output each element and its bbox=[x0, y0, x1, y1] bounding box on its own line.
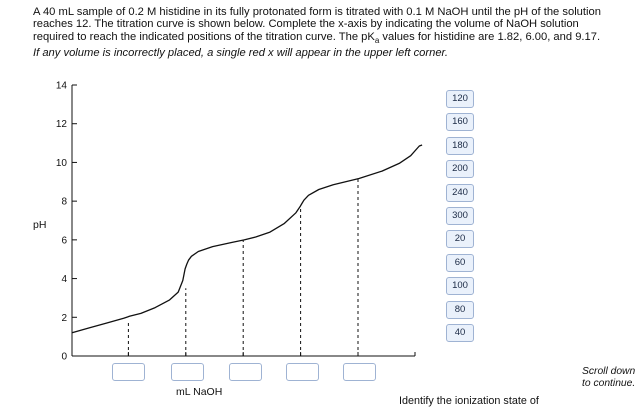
y-tick-label: 10 bbox=[56, 158, 68, 169]
y-tick-label: 14 bbox=[56, 81, 68, 92]
question-pka-values: values for histidine are 1.82, 6.00, and… bbox=[379, 30, 601, 43]
y-tick-label: 0 bbox=[61, 352, 67, 363]
x-axis-drop-zone-3[interactable] bbox=[229, 363, 262, 381]
x-axis-drop-zone-1[interactable] bbox=[112, 363, 145, 381]
answer-tile[interactable]: 60 bbox=[446, 253, 474, 272]
question-body: A 40 mL sample of 0.2 M histidine in its… bbox=[33, 6, 601, 43]
answer-tile[interactable]: 100 bbox=[446, 277, 474, 296]
x-axis-drop-zone-5[interactable] bbox=[343, 363, 376, 381]
y-tick-label: 2 bbox=[61, 313, 67, 324]
answer-tile[interactable]: 300 bbox=[446, 206, 474, 225]
answer-tile[interactable]: 80 bbox=[446, 300, 474, 319]
scroll-hint: Scroll down to continue. bbox=[582, 366, 639, 389]
instruction-note: If any volume is incorrectly placed, a s… bbox=[33, 47, 448, 60]
scroll-hint-line-2: to continue. bbox=[582, 377, 636, 389]
answer-tile[interactable]: 160 bbox=[446, 113, 474, 132]
answer-tile-bank: 120 160 180 200 240 300 20 60 100 80 40 bbox=[446, 90, 474, 347]
answer-tile[interactable]: 120 bbox=[446, 90, 474, 108]
next-section-text: Identify the ionization state of bbox=[399, 395, 539, 407]
x-axis-drop-zone-2[interactable] bbox=[171, 363, 204, 381]
question-paragraph: A 40 mL sample of 0.2 M histidine in its… bbox=[33, 6, 608, 47]
answer-tile[interactable]: 20 bbox=[446, 230, 474, 249]
answer-tile[interactable]: 40 bbox=[446, 323, 474, 342]
pka-subscript: a bbox=[374, 35, 380, 45]
y-tick-label: 4 bbox=[61, 274, 67, 285]
answer-tile[interactable]: 240 bbox=[446, 183, 474, 202]
y-tick-label: 6 bbox=[61, 235, 67, 246]
scroll-hint-line-1: Scroll down bbox=[582, 366, 636, 377]
answer-tile[interactable]: 200 bbox=[446, 160, 474, 179]
y-tick-label: 12 bbox=[56, 119, 68, 130]
x-axis-label: mL NaOH bbox=[176, 386, 223, 398]
y-tick-label: 8 bbox=[61, 197, 67, 208]
y-axis-label: pH bbox=[33, 219, 47, 231]
question-text: A 40 mL sample of 0.2 M histidine in its… bbox=[33, 6, 608, 59]
answer-tile[interactable]: 180 bbox=[446, 136, 474, 155]
titration-curve bbox=[71, 144, 423, 334]
x-axis-drop-zone-4[interactable] bbox=[286, 363, 319, 381]
